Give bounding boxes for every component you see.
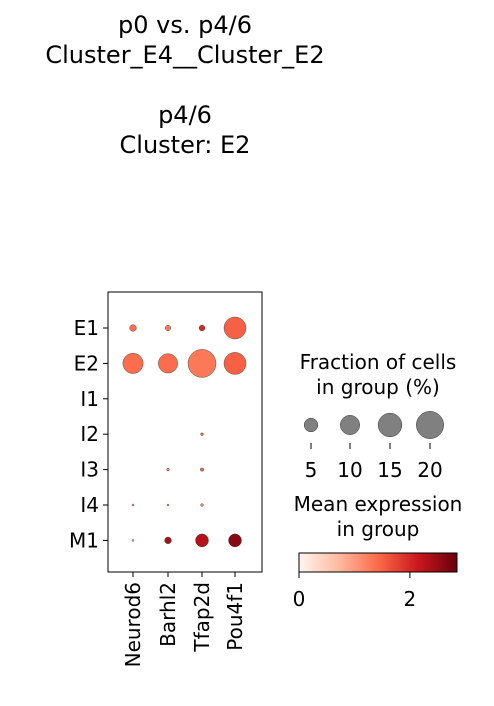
color-legend-title-line-2: in group: [336, 517, 420, 541]
size-legend-title-line-1: Fraction of cells: [299, 350, 457, 374]
dot-M1-Barhl2: [164, 536, 172, 544]
dot-E2-Pou4f1: [223, 352, 247, 375]
dot-E2-Barhl2: [158, 353, 178, 374]
plot-frame: [107, 291, 263, 573]
y-label-I1: I1: [80, 387, 99, 411]
colorbar: [298, 552, 458, 573]
y-label-E2: E2: [74, 351, 99, 375]
dot-M1-Tfap2d: [195, 533, 209, 548]
y-label-E1: E1: [74, 316, 99, 340]
chart-title: p0 vs. p4/6 Cluster_E4__Cluster_E2 p4/6 …: [0, 10, 370, 160]
dot-I4-Neurod6: [131, 503, 135, 507]
title-line-4: Cluster: E2: [119, 131, 251, 159]
size-legend: 5 10 15 20: [303, 411, 444, 482]
dot-M1-Pou4f1: [228, 533, 242, 548]
size-legend-dot-20: [416, 411, 444, 439]
x-label-Pou4f1: Pou4f1: [223, 582, 247, 651]
size-legend-dot-5: [303, 417, 319, 433]
title-line-3: p4/6: [158, 101, 212, 129]
size-legend-label-15: 15: [377, 458, 402, 482]
dot-M1-Neurod6: [131, 539, 135, 542]
size-legend-label-5: 5: [305, 458, 318, 482]
x-label-Barhl2: Barhl2: [156, 582, 180, 647]
dot-I3-Tfap2d: [200, 467, 204, 472]
dot-I2-Tfap2d: [200, 432, 204, 436]
title-line-2: Cluster_E4__Cluster_E2: [45, 41, 325, 69]
size-legend-label-20: 20: [417, 458, 442, 482]
dot-E1-Barhl2: [165, 325, 171, 331]
y-label-I4: I4: [80, 493, 99, 517]
size-legend-dot-15: [377, 412, 403, 438]
size-legend-title-line-2: in group (%): [316, 375, 440, 399]
y-label-I2: I2: [80, 422, 99, 446]
dot-E1-Tfap2d: [198, 324, 206, 332]
color-legend-title-line-1: Mean expression: [293, 492, 463, 516]
dot-I4-Tfap2d: [200, 503, 204, 507]
dot-E1-Pou4f1: [223, 316, 247, 340]
size-legend-title: Fraction of cells in group (%): [262, 350, 494, 400]
y-label-I3: I3: [80, 458, 99, 482]
dot-E2-Neurod6: [122, 353, 144, 374]
colorbar-label-2: 2: [404, 587, 417, 611]
dot-I4-Barhl2: [166, 503, 170, 507]
size-legend-dot-10: [340, 415, 360, 435]
colorbar-label-0: 0: [293, 587, 306, 611]
y-label-M1: M1: [69, 528, 99, 552]
x-label-Tfap2d: Tfap2d: [190, 582, 214, 653]
title-line-1: p0 vs. p4/6: [118, 11, 252, 39]
dot-I3-Barhl2: [166, 468, 170, 472]
dots-layer: [122, 316, 247, 548]
size-legend-label-10: 10: [337, 458, 362, 482]
dot-E1-Neurod6: [129, 324, 137, 332]
dot-E2-Tfap2d: [187, 349, 217, 378]
color-legend-title: Mean expression in group: [262, 492, 494, 542]
x-label-Neurod6: Neurod6: [121, 582, 145, 667]
